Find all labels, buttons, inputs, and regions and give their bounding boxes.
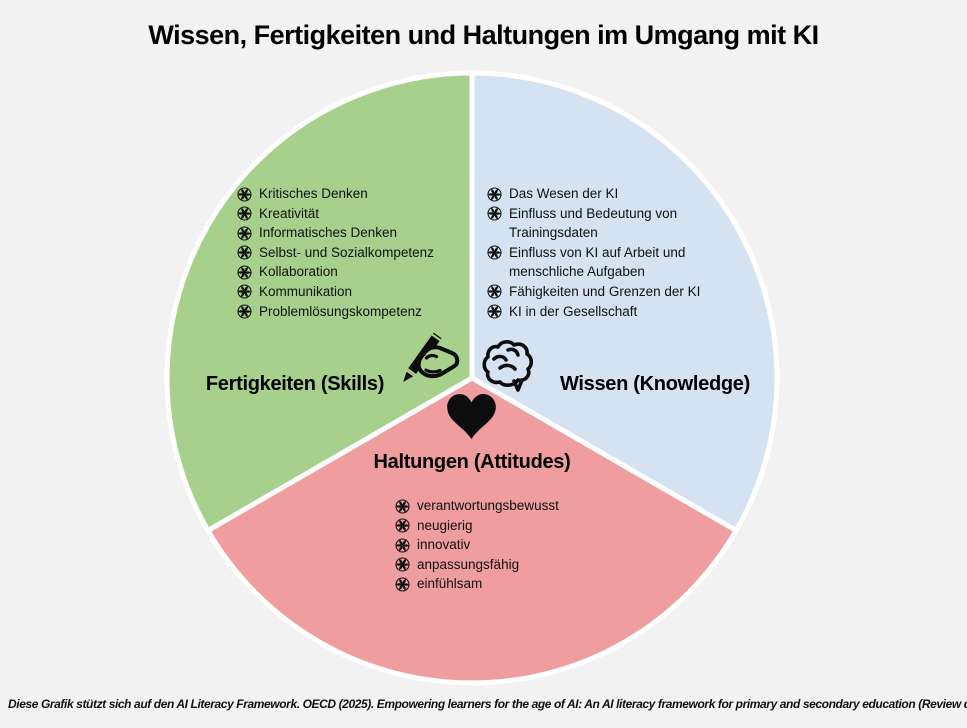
pinwheel-icon: [487, 206, 502, 221]
list-item-label: Einfluss und Bedeutung von Trainingsdate…: [509, 205, 678, 241]
pinwheel-icon: [487, 245, 502, 260]
list-item: Einfluss und Bedeutung von Trainingsdate…: [487, 204, 749, 243]
wedge-attitudes: [205, 375, 739, 686]
heart-icon: [447, 394, 496, 439]
pinwheel-icon: [395, 518, 410, 533]
source-note: Diese Grafik stützt sich auf den AI Lite…: [8, 697, 967, 711]
list-item-label: Kreativität: [259, 205, 320, 221]
page-title: Wissen, Fertigkeiten und Haltungen im Um…: [148, 20, 819, 50]
pinwheel-icon: [237, 265, 252, 280]
list-item: Kritisches Denken: [237, 184, 469, 204]
skills-label: Fertigkeiten (Skills): [205, 373, 385, 395]
pinwheel-icon: [487, 186, 502, 202]
pinwheel-icon: [237, 284, 252, 299]
pinwheel-icon: [237, 304, 252, 319]
pinwheel-icon: [237, 186, 252, 202]
list-item-label: verantwortungsbewusst: [417, 498, 559, 513]
list-item: einfühlsam: [395, 574, 635, 594]
attitudes-list: verantwortungsbewusst neugierig: [395, 496, 635, 594]
list-item-label: Fähigkeiten und Grenzen der KI: [509, 283, 701, 299]
list-item-label: Problemlösungskompetenz: [259, 303, 422, 319]
list-item: Fähigkeiten und Grenzen der KI: [487, 282, 749, 302]
list-item-label: Kollaboration: [259, 264, 338, 280]
list-item: Selbst- und Sozialkompetenz: [237, 243, 469, 263]
list-item: KI in der Gesellschaft: [487, 302, 749, 322]
pinwheel-icon: [395, 538, 410, 553]
pinwheel-icon: [487, 304, 502, 319]
list-item-label: KI in der Gesellschaft: [509, 303, 638, 319]
pinwheel-icon: [487, 284, 502, 299]
pinwheel-icon: [395, 557, 410, 572]
list-item: verantwortungsbewusst: [395, 496, 635, 516]
brain-icon: [482, 340, 534, 392]
pinwheel-icon: [237, 245, 252, 260]
pinwheel-icon: [237, 226, 252, 241]
skills-list: Kritisches Denken Kreativität: [237, 184, 469, 321]
pinwheel-icon: [237, 206, 252, 221]
list-item-label: Kritisches Denken: [259, 186, 368, 201]
list-item-label: Einfluss von KI auf Arbeit und menschlic…: [509, 244, 686, 280]
attitudes-label: Haltungen (Attitudes): [373, 451, 571, 473]
list-item-label: Kommunikation: [259, 283, 353, 299]
wedge-knowledge: [469, 70, 780, 533]
list-item: Kreativität: [237, 204, 469, 224]
list-item: Einfluss von KI auf Arbeit und menschlic…: [487, 243, 749, 282]
list-item-label: neugierig: [417, 517, 473, 533]
list-item: innovativ: [395, 535, 635, 555]
list-item: Kollaboration: [237, 262, 469, 282]
pinwheel-icon: [395, 577, 410, 592]
list-item: Informatisches Denken: [237, 223, 469, 243]
knowledge-label: Wissen (Knowledge): [560, 373, 750, 395]
list-item-label: Das Wesen der KI: [509, 186, 619, 201]
list-item: Das Wesen der KI: [487, 184, 749, 204]
knowledge-list: Das Wesen der KI Einfluss und Bed: [487, 184, 749, 321]
list-item: anpassungsfähig: [395, 555, 635, 575]
list-item: Kommunikation: [237, 282, 469, 302]
pinwheel-icon: [395, 498, 410, 514]
list-item: neugierig: [395, 516, 635, 536]
list-item-label: innovativ: [417, 537, 471, 553]
list-item-label: Selbst- und Sozialkompetenz: [259, 244, 434, 260]
writing-hand-icon: [403, 332, 460, 382]
list-item-label: Informatisches Denken: [259, 225, 398, 241]
list-item-label: einfühlsam: [417, 576, 483, 592]
list-item-label: anpassungsfähig: [417, 556, 520, 572]
list-item: Problemlösungskompetenz: [237, 302, 469, 322]
